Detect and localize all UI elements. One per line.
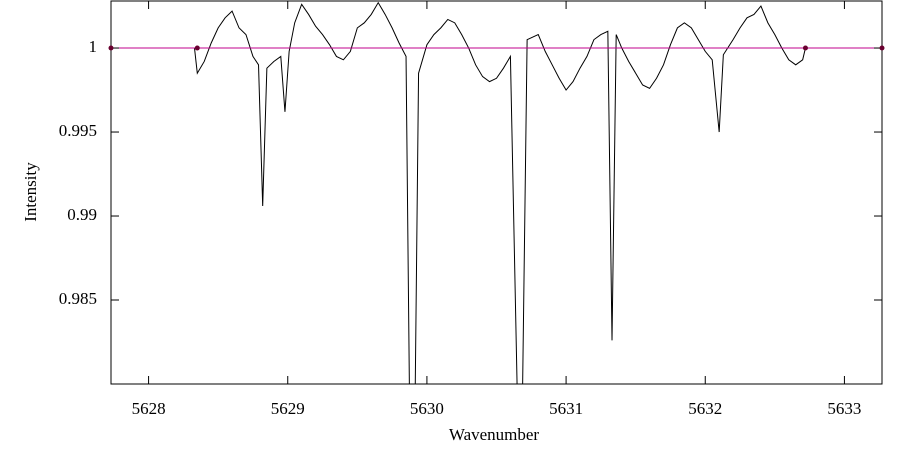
plot-frame (110, 0, 883, 385)
y-tick-label: 0.995 (59, 121, 97, 140)
y-axis-label: Intensity (21, 162, 40, 222)
x-axis-label: Wavenumber (449, 425, 540, 444)
y-tick-label: 1 (89, 37, 98, 56)
y-tick-label: 0.985 (59, 289, 97, 308)
point (194, 45, 200, 51)
x-tick-label: 5628 (132, 399, 166, 418)
x-tick-label: 5632 (688, 399, 722, 418)
point (108, 45, 114, 51)
x-tick-label: 5631 (549, 399, 583, 418)
point (802, 45, 808, 51)
x-tick-label: 5630 (410, 399, 444, 418)
plot-area (111, 1, 882, 384)
x-tick-label: 5629 (271, 399, 305, 418)
spectrum-line (194, 1, 806, 384)
point (879, 45, 885, 51)
x-tick-label: 5633 (827, 399, 861, 418)
y-tick-label: 0.99 (67, 205, 97, 224)
